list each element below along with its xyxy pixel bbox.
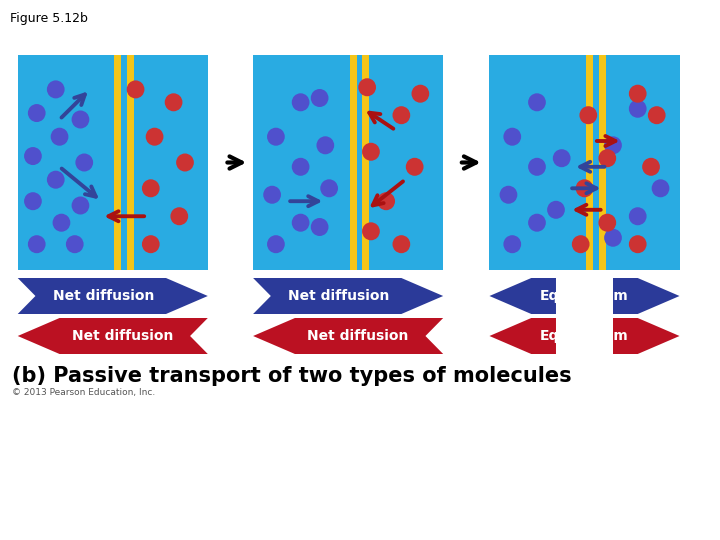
Circle shape — [71, 197, 89, 214]
Polygon shape — [613, 278, 680, 314]
Circle shape — [629, 85, 647, 103]
Circle shape — [292, 158, 310, 176]
Circle shape — [528, 158, 546, 176]
Text: © 2013 Pearson Education, Inc.: © 2013 Pearson Education, Inc. — [12, 388, 155, 397]
Text: Net diffusion: Net diffusion — [288, 289, 390, 303]
Bar — [362, 55, 369, 270]
Circle shape — [320, 179, 338, 197]
Polygon shape — [253, 318, 444, 354]
Circle shape — [412, 85, 429, 103]
Circle shape — [50, 127, 68, 146]
Circle shape — [127, 80, 145, 98]
Bar — [556, 278, 613, 314]
Circle shape — [500, 186, 518, 204]
Bar — [253, 55, 444, 270]
Circle shape — [604, 229, 622, 247]
Bar — [114, 55, 121, 270]
Text: Net diffusion: Net diffusion — [71, 329, 173, 343]
Text: Net diffusion: Net diffusion — [307, 329, 408, 343]
Polygon shape — [613, 318, 680, 354]
Circle shape — [28, 235, 45, 253]
Circle shape — [553, 149, 570, 167]
Circle shape — [24, 192, 42, 210]
Bar — [490, 55, 680, 270]
Circle shape — [604, 136, 622, 154]
Circle shape — [572, 235, 590, 253]
Polygon shape — [490, 318, 556, 354]
Circle shape — [648, 106, 665, 124]
Text: Equilibrium: Equilibrium — [540, 289, 629, 303]
Circle shape — [580, 106, 597, 124]
Circle shape — [629, 235, 647, 253]
Circle shape — [642, 158, 660, 176]
Circle shape — [264, 186, 281, 204]
Circle shape — [28, 104, 45, 122]
Circle shape — [71, 111, 89, 129]
Circle shape — [629, 207, 647, 225]
Circle shape — [362, 143, 380, 161]
Circle shape — [528, 214, 546, 232]
Bar — [18, 55, 208, 270]
Circle shape — [392, 106, 410, 124]
Circle shape — [528, 93, 546, 111]
Circle shape — [362, 222, 380, 240]
Circle shape — [76, 153, 93, 172]
Circle shape — [24, 147, 42, 165]
Bar — [586, 55, 593, 270]
Circle shape — [145, 127, 163, 146]
Circle shape — [267, 235, 285, 253]
Circle shape — [165, 93, 182, 111]
Circle shape — [652, 179, 670, 197]
Circle shape — [176, 153, 194, 172]
Circle shape — [317, 136, 334, 154]
Circle shape — [598, 149, 616, 167]
Text: Net diffusion: Net diffusion — [53, 289, 154, 303]
Circle shape — [503, 127, 521, 146]
Circle shape — [311, 218, 328, 236]
Circle shape — [267, 127, 285, 146]
Bar — [127, 55, 134, 270]
Circle shape — [142, 179, 160, 197]
Polygon shape — [18, 278, 208, 314]
Circle shape — [575, 179, 593, 197]
Circle shape — [66, 235, 84, 253]
Circle shape — [503, 235, 521, 253]
Bar — [599, 55, 606, 270]
Text: Figure 5.12b: Figure 5.12b — [10, 12, 88, 25]
Circle shape — [392, 235, 410, 253]
Text: (b) Passive transport of two types of molecules: (b) Passive transport of two types of mo… — [12, 366, 572, 386]
Circle shape — [142, 235, 160, 253]
Circle shape — [292, 214, 310, 232]
Circle shape — [377, 192, 395, 210]
Circle shape — [47, 80, 65, 98]
Circle shape — [171, 207, 188, 225]
Circle shape — [359, 78, 376, 96]
Circle shape — [598, 214, 616, 232]
Bar — [556, 318, 613, 354]
Circle shape — [311, 89, 328, 107]
Bar — [350, 55, 356, 270]
Circle shape — [292, 93, 310, 111]
Circle shape — [547, 201, 565, 219]
Circle shape — [53, 214, 71, 232]
Text: Equilibrium: Equilibrium — [540, 329, 629, 343]
Polygon shape — [253, 278, 444, 314]
Circle shape — [47, 171, 65, 188]
Polygon shape — [18, 318, 208, 354]
Polygon shape — [490, 278, 556, 314]
Circle shape — [406, 158, 423, 176]
Circle shape — [629, 100, 647, 118]
